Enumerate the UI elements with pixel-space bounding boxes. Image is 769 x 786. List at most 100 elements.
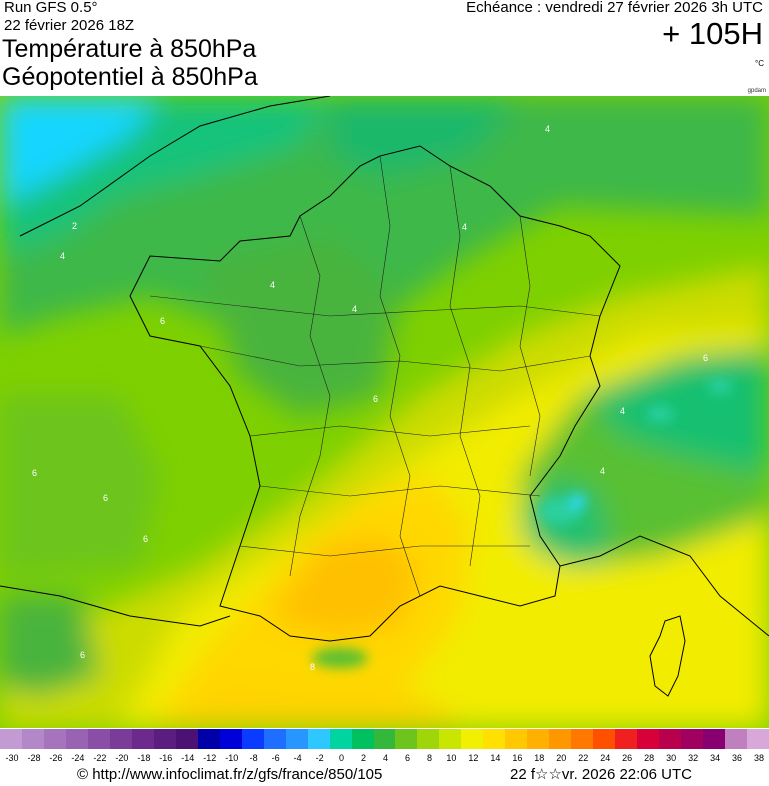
color-scale-swatch [637,729,649,749]
contour-label: 4 [545,124,550,134]
color-scale-tick-label: 16 [512,753,523,763]
contour-label: 6 [80,650,85,660]
corsica-outline [649,615,686,697]
source-url: © http://www.infoclimat.fr/z/gfs/france/… [77,766,383,783]
color-scale-tick-label: -10 [225,753,239,763]
color-scale-swatch [758,729,769,749]
color-scale-swatch [538,729,550,749]
color-scale-bar [0,729,769,749]
color-scale-tick-label: -14 [181,753,195,763]
contour-label: 6 [32,468,37,478]
contour-label: 4 [352,304,357,314]
color-scale-swatch [362,729,374,749]
spain-coastline [0,585,231,627]
contour-label: 4 [60,251,65,261]
color-scale-swatch [285,729,298,749]
color-scale-swatch [32,729,45,749]
color-scale-swatch [87,729,100,749]
color-scale-swatch [604,729,616,749]
color-scale-ticks: -30 -28 -26 -24 -22 -20 -18 -16 -14 -12 -10 -8 -6 -4-… [0,753,769,767]
color-scale-swatch [76,729,89,749]
england-coastline [19,96,331,237]
lead-time: + 105H [662,16,763,51]
color-scale-swatch [747,729,759,749]
color-scale-swatch [197,729,210,749]
contour-label: 6 [143,534,148,544]
color-scale-tick-label: -18 [137,753,151,763]
contour-label: 4 [270,280,275,290]
color-scale-swatch [340,729,353,749]
color-scale-swatch [615,729,627,749]
color-scale-tick-label: 38 [754,753,765,763]
color-scale-tick-label: -28 [27,753,41,763]
contour-label: 2 [72,221,77,231]
map-title-temperature: Température à 850hPa [2,35,257,63]
color-scale-tick-label: 4 [382,753,389,763]
color-scale-swatch [527,729,539,749]
contour-label: 4 [462,222,467,232]
color-scale-tick-label: 10 [446,753,457,763]
color-scale-swatch [626,729,638,749]
color-scale-swatch [571,729,583,749]
color-scale-swatch [725,729,737,749]
color-scale-tick-label: -16 [159,753,173,763]
color-scale-tick-label: 0 [339,753,345,763]
color-scale-tick-label: 18 [534,753,545,763]
color-scale-swatch [65,729,78,749]
color-scale-tick-label: -4 [293,753,302,763]
color-scale-swatch [175,729,188,749]
color-scale-swatch [714,729,726,749]
color-scale-tick-label: 20 [556,753,567,763]
contour-label: 4 [600,466,605,476]
color-scale-swatch [483,729,495,749]
color-scale-tick-label: 14 [490,753,501,763]
contour-label: 6 [703,353,708,363]
color-scale-swatch [54,729,67,749]
color-scale-swatch [296,729,309,749]
color-scale-tick-label: 26 [622,753,633,763]
color-scale-swatch [318,729,331,749]
contour-label: 4 [620,406,625,416]
color-scale-swatch [648,729,660,749]
run-label: Run GFS 0.5° [4,0,98,16]
color-scale-swatch [549,729,561,749]
color-scale-swatch [560,729,572,749]
color-scale-swatch [120,729,133,749]
color-scale-swatch [219,729,232,749]
contour-label: 6 [160,316,165,326]
color-scale-swatch [109,729,122,749]
color-scale-swatch [230,729,243,749]
color-scale-tick-label: 2 [361,753,367,763]
unit-label: °C [755,59,764,68]
map-title-geopotential: Géopotentiel à 850hPa [2,63,258,91]
credit-label: gpdam [747,88,766,94]
color-scale-swatch [208,729,221,749]
color-scale-tick-label: 12 [468,753,479,763]
color-scale-swatch [692,729,704,749]
color-scale-swatch [472,729,484,749]
color-scale-swatch [164,729,177,749]
color-scale-swatch [263,729,276,749]
color-scale-tick-label: -24 [71,753,85,763]
color-scale-swatch [417,729,429,749]
color-scale-swatch [307,729,320,749]
valid-time: Echéance : vendredi 27 février 2026 3h U… [466,0,763,16]
color-scale-swatch [43,729,56,749]
color-scale-tick-label: 32 [688,753,699,763]
color-scale-swatch [516,729,528,749]
color-scale-tick-label: -22 [93,753,107,763]
color-scale-swatch [659,729,671,749]
color-scale-swatch [131,729,144,749]
run-date: 22 février 2026 18Z [4,17,135,34]
contour-labels: 2 4 4 4 4 4 6 6 6 6 4 4 6 6 6 8 [32,124,708,672]
color-scale-swatch [241,729,254,749]
color-scale-swatch [406,729,418,749]
italy-coastline [559,535,769,637]
color-scale-swatch [21,729,34,749]
color-scale-swatch [736,729,748,749]
color-scale-swatch [395,729,407,749]
color-scale-tick-label: 8 [426,753,432,763]
color-scale-swatch [274,729,287,749]
color-scale-swatch [703,729,715,749]
color-scale-tick-label: 6 [404,753,410,763]
